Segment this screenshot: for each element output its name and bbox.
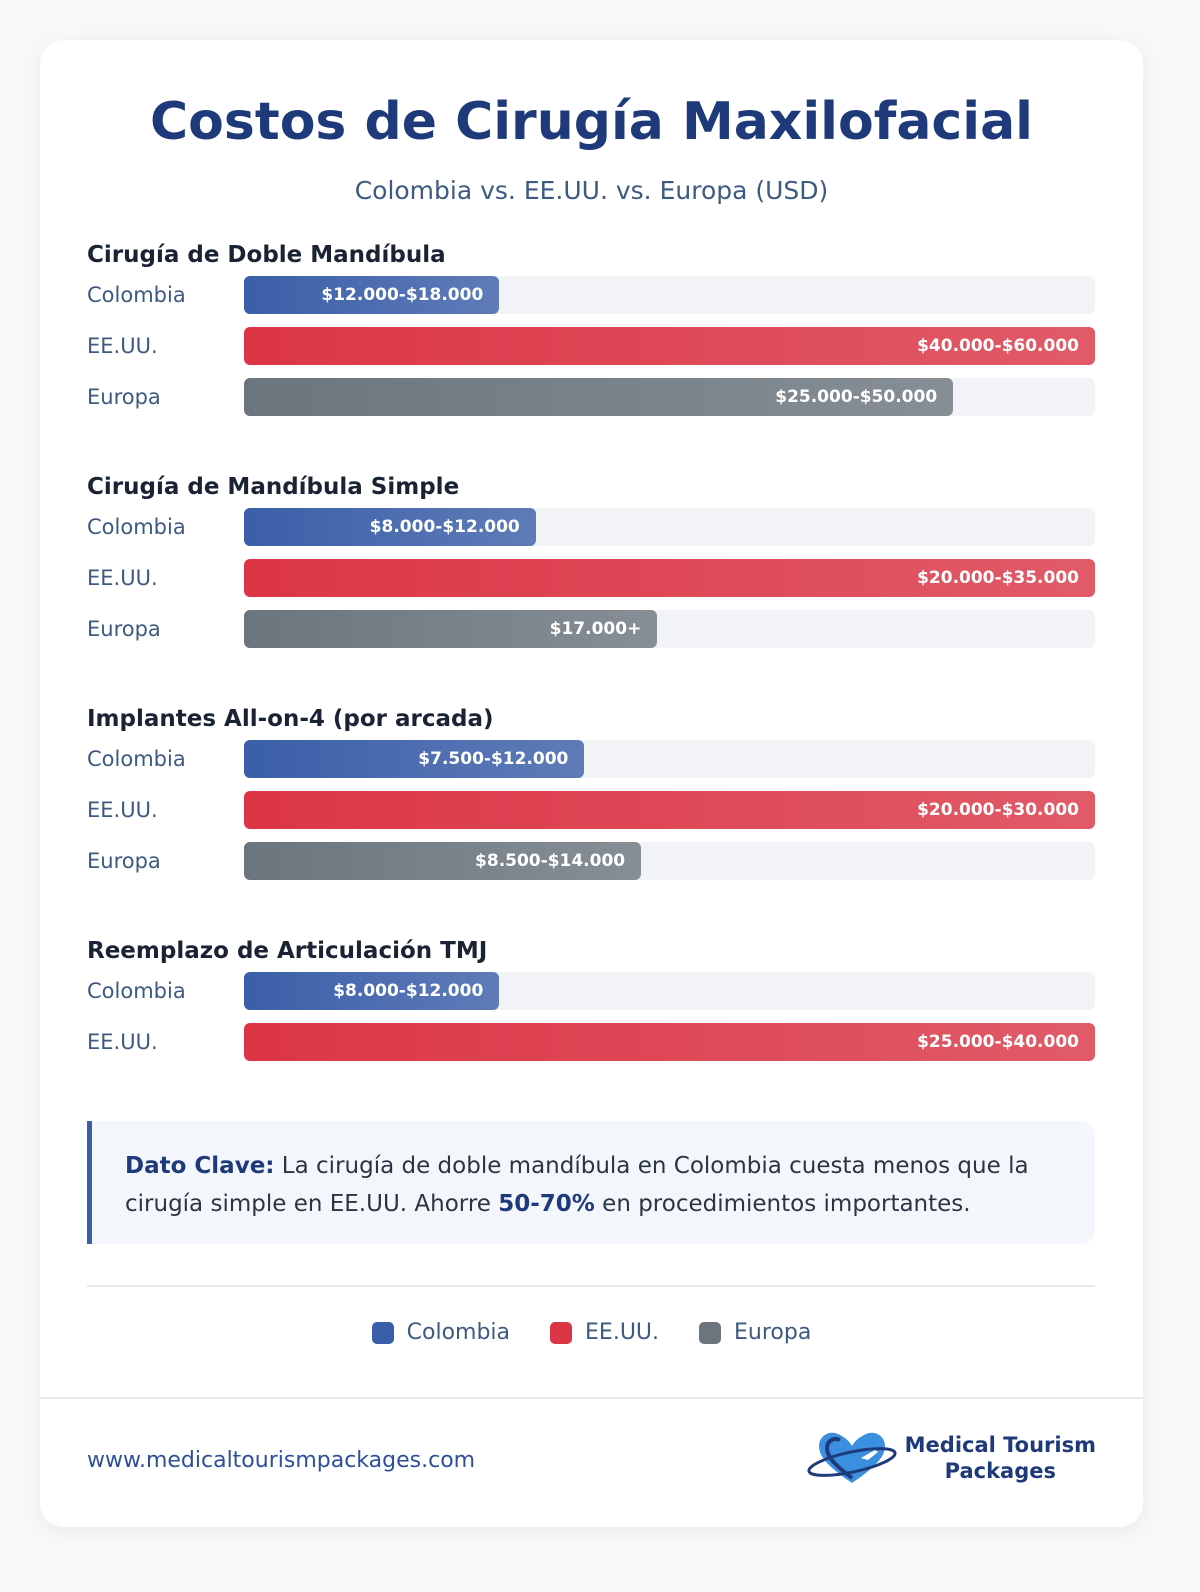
title: Costos de Cirugía Maxilofacial [150,92,1033,152]
value-label: $25.000-$40.000 [917,1032,1079,1052]
legend-item: EE.UU. [550,1320,659,1345]
logo-line: Packages [944,1459,1056,1483]
bar: $8.500-$14.000 [244,842,642,880]
bar: $7.500-$12.000 [244,740,585,778]
bar: $12.000-$18.000 [244,276,500,314]
category-label: Colombia [87,979,186,1003]
legend: Colombia EE.UU. Europa [40,1320,1143,1345]
callout-text: 50-70% [498,1191,595,1217]
callout-text: en procedimientos importantes. [594,1191,971,1217]
bar-track: $12.000-$18.000 [244,276,1095,314]
group-title: Reemplazo de Articulación TMJ [87,938,488,964]
bar-track: $8.000-$12.000 [244,508,1095,546]
category-label: Colombia [87,283,186,307]
category-label: Colombia [87,515,186,539]
legend-label: Colombia [406,1320,511,1345]
value-label: $8.000-$12.000 [333,981,484,1001]
value-label: $8.500-$14.000 [475,851,626,871]
bar-track: $17.000+ [244,610,1095,648]
category-label: Europa [87,617,161,641]
bar-track: $8.000-$12.000 [244,972,1095,1010]
legend-item: Europa [699,1320,811,1345]
legend-swatch [699,1321,722,1344]
logo-text: Medical Tourism Packages [905,1432,1096,1484]
bar: $17.000+ [244,610,658,648]
bar: $40.000-$60.000 [244,327,1095,365]
category-label: EE.UU. [87,1030,158,1054]
value-label: $20.000-$35.000 [917,568,1079,588]
bar-track: $7.500-$12.000 [244,740,1095,778]
bar: $20.000-$30.000 [244,791,1095,829]
bar-track: $8.500-$14.000 [244,842,1095,880]
subtitle: Colombia vs. EE.UU. vs. Europa (USD) [354,176,829,205]
divider [87,1285,1095,1287]
bar: $20.000-$35.000 [244,559,1095,597]
value-label: $7.500-$12.000 [418,749,569,769]
callout-text: La cirugía de doble mandíbula en Colombi… [125,1153,1029,1217]
bar-track: $25.000-$50.000 [244,378,1095,416]
category-label: Europa [87,849,161,873]
category-label: Europa [87,385,161,409]
category-label: EE.UU. [87,566,158,590]
legend-label: Europa [734,1320,812,1345]
callout: Dato Clave: La cirugía de doble mandíbul… [87,1121,1095,1244]
bar-track: $20.000-$30.000 [244,791,1095,829]
logo-icon [807,1432,897,1483]
group-title: Cirugía de Doble Mandíbula [87,242,446,268]
category-label: EE.UU. [87,798,158,822]
group-title: Implantes All-on-4 (por arcada) [87,706,494,732]
legend-swatch [371,1321,394,1344]
group-title: Cirugía de Mandíbula Simple [87,474,460,500]
value-label: $25.000-$50.000 [775,387,938,407]
bar-track: $25.000-$40.000 [244,1023,1095,1061]
value-label: $8.000-$12.000 [369,517,520,537]
bar-track: $20.000-$35.000 [244,559,1095,597]
card: Costos de Cirugía Maxilofacial Colombia … [40,40,1143,1527]
value-label: $12.000-$18.000 [321,285,484,305]
bar-track: $40.000-$60.000 [244,327,1095,365]
bar: $25.000-$50.000 [244,378,954,416]
logo: Medical Tourism Packages [807,1428,1096,1488]
footer-url[interactable]: www.medicaltourismpackages.com [87,1448,476,1473]
legend-swatch [550,1321,573,1344]
category-label: EE.UU. [87,334,158,358]
divider [40,1397,1143,1399]
legend-item: Colombia [371,1320,511,1345]
category-label: Colombia [87,747,186,771]
logo-line: Medical Tourism [904,1433,1096,1457]
value-label: $20.000-$30.000 [917,800,1079,820]
legend-label: EE.UU. [585,1320,660,1345]
bar: $8.000-$12.000 [244,972,500,1010]
callout-text: Dato Clave: [125,1153,275,1179]
value-label: $40.000-$60.000 [917,336,1079,356]
bar: $25.000-$40.000 [244,1023,1095,1061]
bar: $8.000-$12.000 [244,508,536,546]
value-label: $17.000+ [549,619,642,639]
